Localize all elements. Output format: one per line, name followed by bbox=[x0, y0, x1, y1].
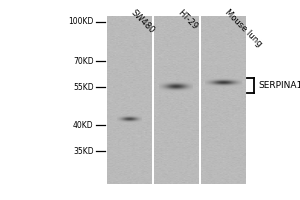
Bar bbox=[199, 16, 201, 184]
Bar bbox=[200, 16, 246, 184]
Text: SERPINA1: SERPINA1 bbox=[258, 81, 300, 90]
Text: 55KD: 55KD bbox=[73, 82, 94, 92]
Text: 40KD: 40KD bbox=[73, 120, 94, 130]
Text: HT-29: HT-29 bbox=[176, 8, 200, 31]
Text: 70KD: 70KD bbox=[73, 56, 94, 66]
Text: 35KD: 35KD bbox=[73, 146, 94, 156]
Bar bbox=[154, 16, 199, 184]
Bar bbox=[152, 16, 154, 184]
Text: Mouse lung: Mouse lung bbox=[223, 8, 264, 48]
Text: 100KD: 100KD bbox=[68, 17, 94, 26]
Bar bbox=[106, 16, 152, 184]
Text: SW480: SW480 bbox=[129, 8, 156, 35]
